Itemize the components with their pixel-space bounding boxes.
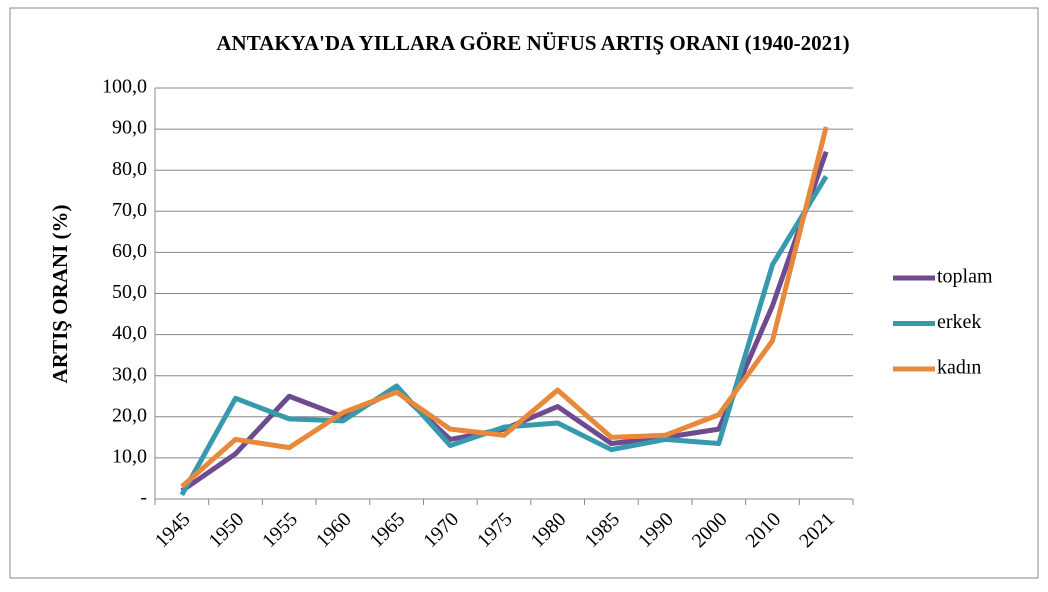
legend-label: kadın: [937, 357, 981, 379]
y-tick-label: 90,0: [112, 117, 147, 139]
series-line: [180, 126, 829, 489]
y-tick-label: -: [140, 487, 147, 509]
y-tick-label: 20,0: [112, 404, 147, 426]
y-tick-label: 10,0: [112, 445, 147, 467]
y-axis-label: ARTIŞ ORANI (%): [48, 205, 72, 384]
y-tick-label: 60,0: [112, 240, 147, 262]
y-tick-label: 30,0: [112, 363, 147, 385]
legend-label: erkek: [937, 311, 981, 333]
legend-label: toplam: [937, 266, 993, 288]
chart-title: ANTAKYA'DA YILLARA GÖRE NÜFUS ARTIŞ ORAN…: [216, 31, 849, 55]
y-tick-label: 40,0: [112, 322, 147, 344]
y-tick-label: 100,0: [102, 76, 147, 98]
series-line: [179, 175, 829, 497]
y-tick-label: 70,0: [112, 199, 147, 221]
y-tick-label: 50,0: [112, 281, 147, 303]
y-tick-label: 80,0: [112, 158, 147, 180]
